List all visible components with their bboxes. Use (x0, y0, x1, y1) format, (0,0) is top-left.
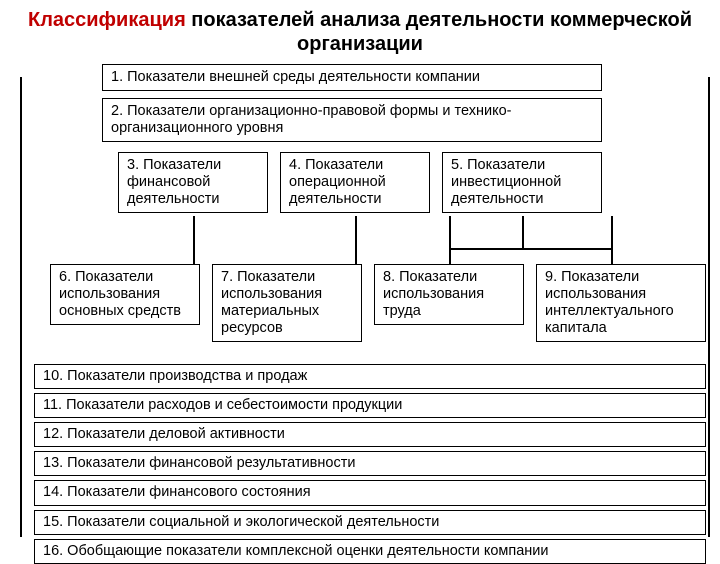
box-8-text: 8. Показатели использования труда (383, 269, 484, 319)
conn-5-9 (611, 216, 613, 264)
box-4: 4. Показатели операционной деятельности (280, 152, 430, 213)
box-16: 16. Обобщающие показатели комплексной оц… (34, 539, 706, 564)
spine-right (708, 77, 710, 537)
box-3-text: 3. Показатели финансовой деятельности (127, 157, 221, 207)
box-2-text: 2. Показатели организационно-правовой фо… (111, 103, 511, 136)
box-5: 5. Показатели инвестиционной деятельност… (442, 152, 602, 213)
conn-5-mid (522, 216, 524, 248)
box-4-text: 4. Показатели операционной деятельности (289, 157, 386, 207)
box-1: 1. Показатели внешней среды деятельности… (102, 64, 602, 91)
box-12: 12. Показатели деловой активности (34, 422, 706, 447)
box-2: 2. Показатели организационно-правовой фо… (102, 98, 602, 142)
box-8: 8. Показатели использования труда (374, 264, 524, 325)
box-15-text: 15. Показатели социальной и экологическо… (43, 514, 439, 530)
box-6-text: 6. Показатели использования основных сре… (59, 269, 181, 319)
box-9: 9. Показатели использования интеллектуал… (536, 264, 706, 342)
box-10-text: 10. Показатели производства и продаж (43, 368, 307, 384)
box-12-text: 12. Показатели деловой активности (43, 426, 285, 442)
box-14-text: 14. Показатели финансового состояния (43, 484, 311, 500)
box-7-text: 7. Показатели использования материальных… (221, 269, 322, 336)
bottom-rows: 10. Показатели производства и продаж 11.… (34, 360, 706, 564)
conn-bridge (449, 248, 611, 250)
box-9-text: 9. Показатели использования интеллектуал… (545, 269, 674, 336)
box-11-text: 11. Показатели расходов и себестоимости … (43, 397, 402, 413)
box-16-text: 16. Обобщающие показатели комплексной оц… (43, 543, 548, 559)
box-13-text: 13. Показатели финансовой результативнос… (43, 455, 355, 471)
diagram-title: Классификация показателей анализа деятел… (12, 8, 708, 56)
conn-4-7 (355, 216, 357, 264)
box-11: 11. Показатели расходов и себестоимости … (34, 393, 706, 418)
conn-5-8 (449, 216, 451, 264)
conn-3-6 (193, 216, 195, 264)
box-10: 10. Показатели производства и продаж (34, 364, 706, 389)
box-14: 14. Показатели финансового состояния (34, 480, 706, 505)
box-13: 13. Показатели финансовой результативнос… (34, 451, 706, 476)
box-15: 15. Показатели социальной и экологическо… (34, 510, 706, 535)
title-accent: Классификация (28, 9, 186, 31)
box-1-text: 1. Показатели внешней среды деятельности… (111, 69, 480, 85)
box-7: 7. Показатели использования материальных… (212, 264, 362, 342)
title-rest: показателей анализа деятельности коммерч… (186, 9, 692, 55)
box-5-text: 5. Показатели инвестиционной деятельност… (451, 157, 561, 207)
box-6: 6. Показатели использования основных сре… (50, 264, 200, 325)
spine-left (20, 77, 22, 537)
box-3: 3. Показатели финансовой деятельности (118, 152, 268, 213)
